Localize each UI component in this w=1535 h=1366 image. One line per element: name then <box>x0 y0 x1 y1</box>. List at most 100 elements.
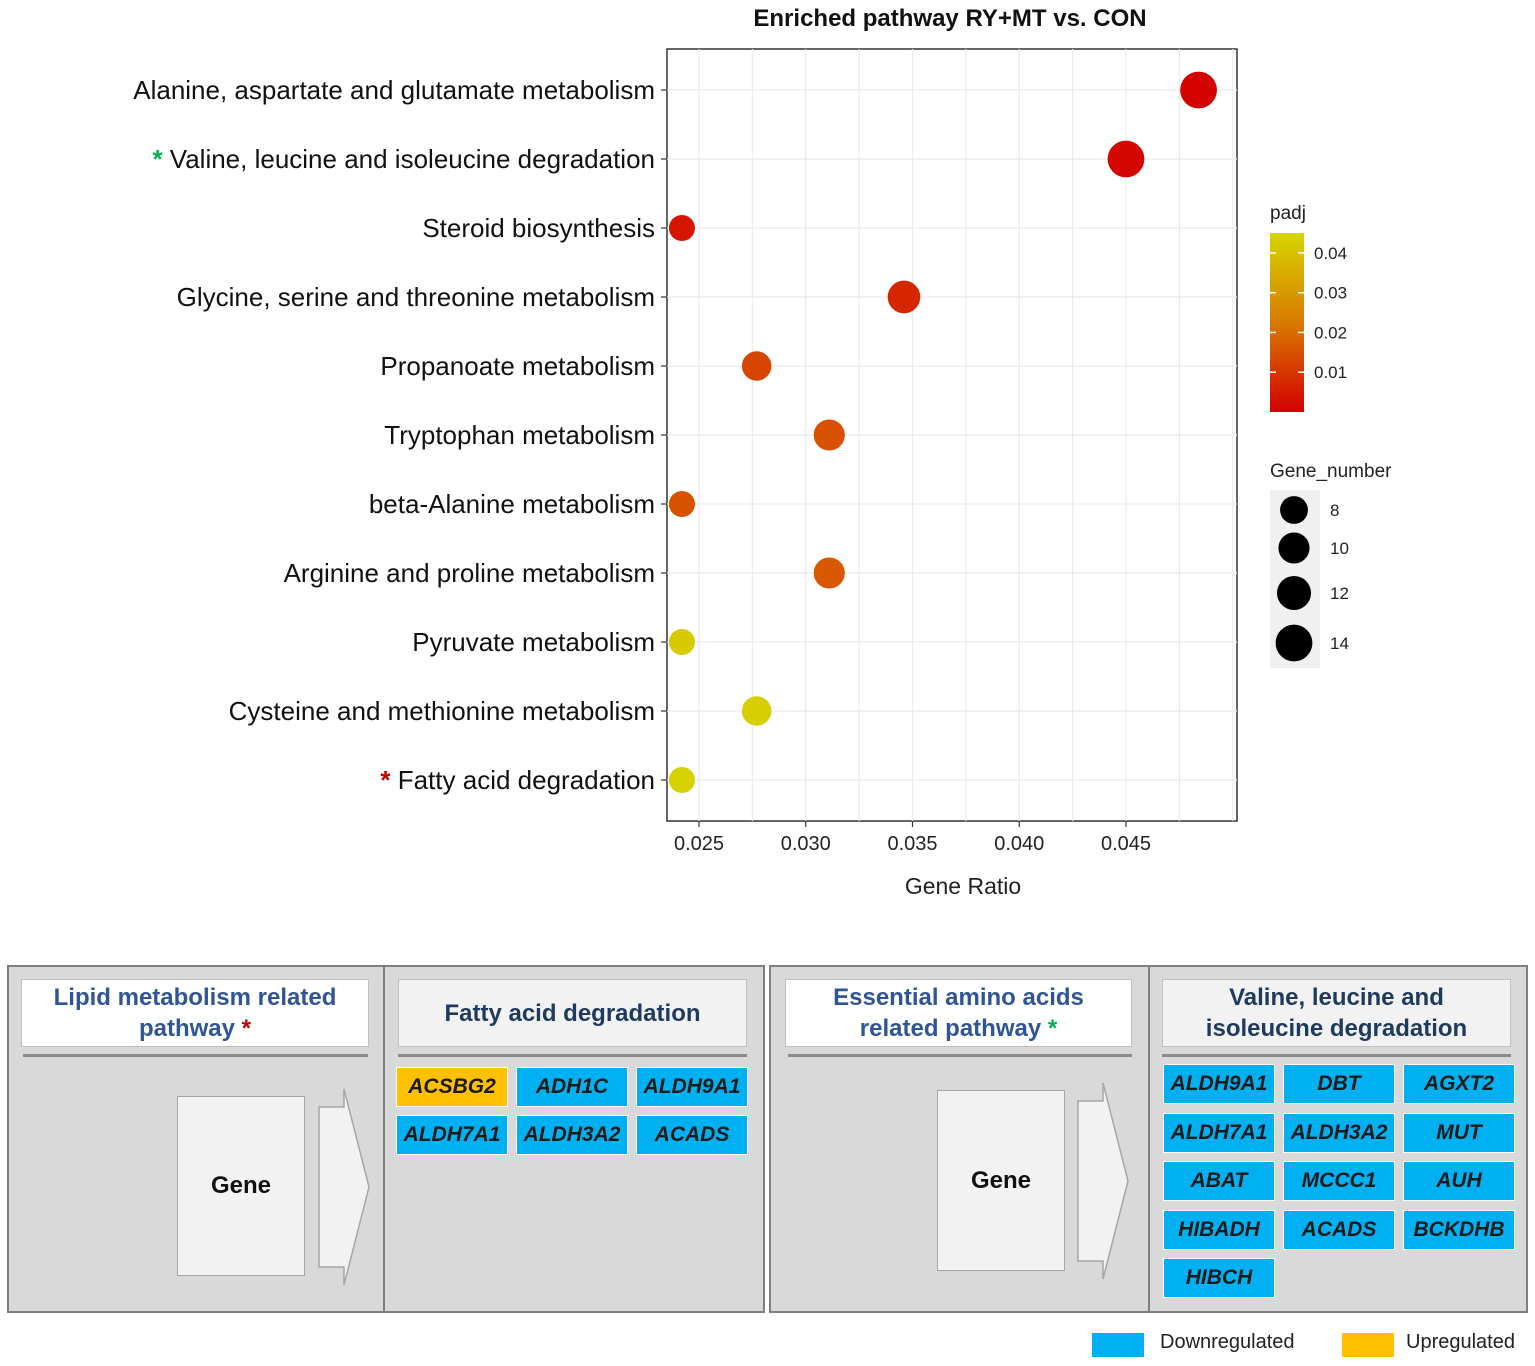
size-legend-dot <box>1278 532 1310 564</box>
red-star-icon: * <box>241 1015 252 1042</box>
gene-number-legend-title: Gene_number <box>1270 461 1392 482</box>
amino-pathway-title: Valine, leucine and isoleucine degradati… <box>1162 979 1511 1047</box>
category-line-1: Essential amino acids <box>833 984 1084 1011</box>
chart-title: Enriched pathway RY+MT vs. CON <box>753 5 1146 32</box>
pathway-label: * Valine, leucine and isoleucine degrada… <box>152 144 655 174</box>
gene-tag: ADH1C <box>516 1067 628 1107</box>
gene-tag: ACADS <box>636 1115 748 1155</box>
pathway-label: beta-Alanine metabolism <box>369 489 655 519</box>
gene-tag: HIBADH <box>1163 1209 1275 1250</box>
amino-acid-pathway-panel: Essential amino acids related pathway * … <box>769 965 1528 1313</box>
pathway-label: Steroid biosynthesis <box>422 213 655 243</box>
x-tick-label: 0.045 <box>1101 833 1151 855</box>
padj-tick-label: 0.04 <box>1314 244 1347 263</box>
padj-color-bar <box>1270 233 1304 412</box>
gene-tag: ALDH7A1 <box>1163 1112 1275 1153</box>
pathway-label: Tryptophan metabolism <box>384 420 655 450</box>
downregulated-swatch <box>1092 1333 1144 1357</box>
gene-number-legend-items: 8 10 12 14 <box>1275 496 1349 662</box>
pathway-title-line-2: isoleucine degradation <box>1205 1015 1468 1042</box>
padj-legend-title: padj <box>1270 203 1306 224</box>
gene-tag: HIBCH <box>1163 1258 1275 1298</box>
size-legend-label: 8 <box>1330 501 1339 520</box>
data-point <box>668 628 695 656</box>
dot-plot-chart: Enriched pathway RY+MT vs. CON 0.025 0.03… <box>133 5 1392 899</box>
x-tick-label: 0.035 <box>887 833 937 855</box>
category-line-2: related pathway <box>859 1015 1042 1042</box>
panel-divider <box>383 967 385 1311</box>
gene-label: Gene <box>970 1166 1032 1194</box>
size-legend-label: 14 <box>1330 634 1349 653</box>
lipid-pathway-title: Fatty acid degradation <box>398 979 747 1047</box>
axis-ticks: 0.025 0.030 0.035 0.040 0.045 <box>661 89 1151 855</box>
data-point <box>741 351 772 381</box>
data-point <box>668 766 695 794</box>
amino-category-header: Essential amino acids related pathway * <box>785 979 1132 1047</box>
padj-tick-label: 0.02 <box>1314 323 1347 342</box>
right-arrow-icon <box>318 1088 370 1286</box>
size-legend-label: 10 <box>1330 539 1349 558</box>
pathway-label: * Fatty acid degradation <box>380 765 655 795</box>
gene-tag: ALDH9A1 <box>1163 1064 1275 1104</box>
gene-tag: ABAT <box>1163 1161 1275 1201</box>
panel-divider <box>1148 967 1150 1311</box>
lipid-category-header: Lipid metabolism related pathway * <box>21 979 369 1047</box>
gene-tag: BCKDHB <box>1403 1209 1515 1250</box>
pathway-label: Arginine and proline metabolism <box>284 558 655 588</box>
data-points <box>668 71 1217 794</box>
gene-tag: AUH <box>1403 1161 1515 1201</box>
pathway-label: Glycine, serine and threonine metabolism <box>177 282 655 312</box>
gene-tag: ACADS <box>1283 1209 1395 1250</box>
data-point <box>813 419 845 451</box>
gene-tag: AGXT2 <box>1403 1064 1515 1104</box>
pathway-label: Alanine, aspartate and glutamate metabol… <box>133 75 655 105</box>
pathway-title-line-1: Valine, leucine and <box>1229 984 1444 1011</box>
downregulated-label: Downregulated <box>1160 1331 1295 1353</box>
x-axis-title: Gene Ratio <box>905 873 1021 899</box>
gene-tag: ALDH9A1 <box>636 1067 748 1107</box>
size-legend-label: 12 <box>1330 584 1349 603</box>
separator-line <box>788 1054 1132 1057</box>
gene-box: Gene <box>177 1096 305 1276</box>
x-tick-label: 0.040 <box>994 833 1044 855</box>
pathway-label: Cysteine and methionine metabolism <box>229 696 655 726</box>
data-point <box>887 280 921 314</box>
star-marker: * <box>380 765 397 795</box>
data-point <box>1107 140 1145 178</box>
padj-legend-ticks: 0.04 0.03 0.02 0.01 <box>1270 244 1347 382</box>
star-marker: * <box>152 144 169 174</box>
data-point <box>668 490 695 518</box>
gene-label: Gene <box>210 1172 272 1199</box>
gene-tag: MUT <box>1403 1112 1515 1153</box>
size-legend-dot <box>1280 496 1308 524</box>
pathway-title-text: Fatty acid degradation <box>444 999 701 1027</box>
pathway-label: Propanoate metabolism <box>380 351 655 381</box>
green-star-icon: * <box>1047 1015 1058 1042</box>
data-point <box>813 557 845 589</box>
x-tick-label: 0.025 <box>674 833 724 855</box>
pathway-label: Pyruvate metabolism <box>412 627 655 657</box>
category-line-2: pathway <box>138 1015 235 1042</box>
data-point <box>668 214 695 242</box>
separator-line <box>23 1054 368 1057</box>
gene-tag: ALDH7A1 <box>396 1115 508 1155</box>
separator-line <box>1162 1054 1511 1057</box>
data-point <box>1180 71 1217 109</box>
lipid-pathway-panel: Lipid metabolism related pathway * Fatty… <box>7 965 765 1313</box>
data-point <box>741 696 772 726</box>
padj-tick-label: 0.03 <box>1314 284 1347 303</box>
x-tick-label: 0.030 <box>781 833 831 855</box>
gene-tag: MCCC1 <box>1283 1161 1395 1201</box>
padj-tick-label: 0.01 <box>1314 363 1347 382</box>
gene-tag: ACSBG2 <box>396 1067 508 1107</box>
upregulated-swatch <box>1342 1333 1394 1357</box>
separator-line <box>398 1054 747 1057</box>
gene-tag: DBT <box>1283 1064 1395 1104</box>
gene-box: Gene <box>937 1090 1065 1271</box>
gene-tag: ALDH3A2 <box>516 1115 628 1155</box>
pathway-labels: Alanine, aspartate and glutamate metabol… <box>133 75 655 795</box>
right-arrow-icon <box>1077 1082 1129 1280</box>
upregulated-label: Upregulated <box>1406 1331 1515 1353</box>
gene-tag: ALDH3A2 <box>1283 1112 1395 1153</box>
size-legend-dot <box>1276 575 1312 611</box>
